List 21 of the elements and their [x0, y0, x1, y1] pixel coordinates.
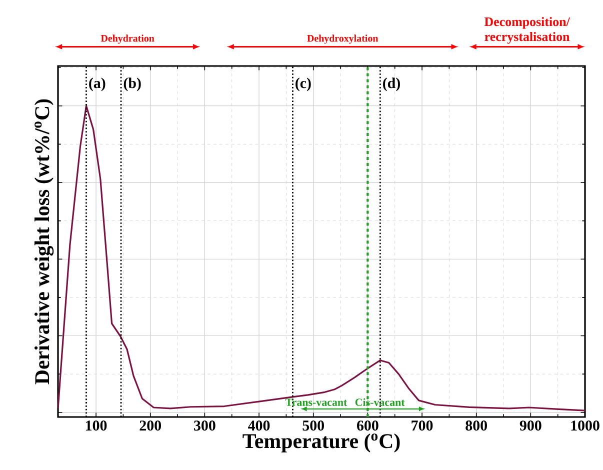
x-tick-label: 100 [86, 420, 107, 431]
x-tick-label: 800 [466, 420, 487, 431]
text: Decomposition/ recrystalisation [484, 17, 570, 44]
text: Dehydroxylation [307, 34, 378, 44]
annotation: Trans-vacant [285, 398, 348, 406]
annotation: Cis-vacant [355, 398, 405, 406]
x-tick-label: 600 [356, 420, 378, 431]
ref-line-label: (a) [89, 78, 106, 92]
x-tick-label: 200 [140, 420, 162, 431]
y-axis-title: Derivative weight loss (wt%/$^{o}$C) [34, 99, 54, 384]
x-tick-label: 300 [194, 420, 216, 431]
x-tick-label: 400 [248, 420, 270, 431]
ref-line-label: (d) [383, 78, 400, 92]
x-axis-title: Temperature ($^{o}$C) [242, 433, 400, 452]
ref-line-label: (b) [124, 78, 141, 92]
x-tick-label: 1000 [571, 420, 600, 431]
x-tick-label: 500 [302, 420, 324, 431]
x-tick-label: 700 [412, 420, 433, 431]
ref-line-label: (c) [296, 78, 311, 92]
x-tick-label: 900 [520, 420, 542, 431]
text: Dehydration [100, 34, 154, 44]
